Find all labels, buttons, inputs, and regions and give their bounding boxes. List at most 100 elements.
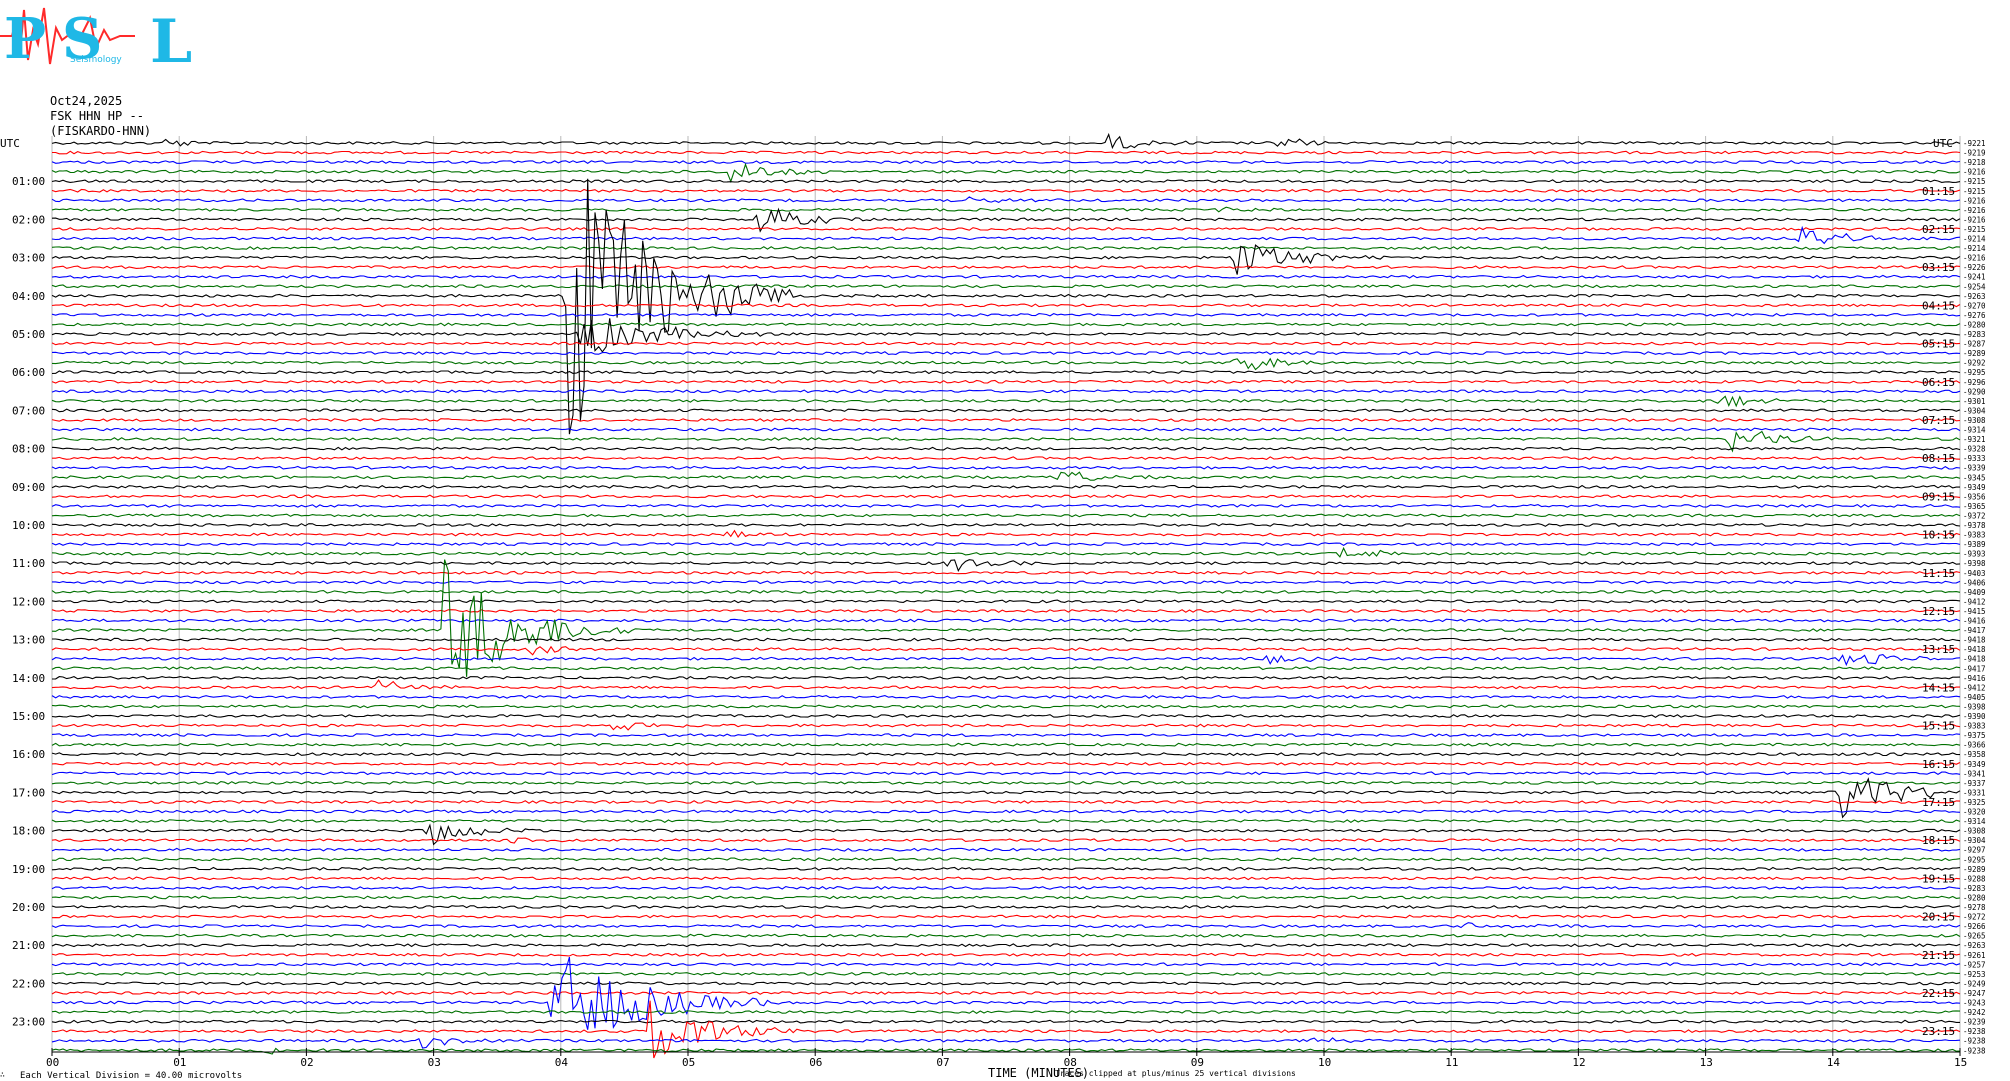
trace-line-7 xyxy=(51,206,1961,213)
trace-line-30 xyxy=(51,427,1961,432)
right-hour-label: 02:15 xyxy=(1922,223,1955,236)
trace-line-67 xyxy=(51,780,1961,785)
offset-label: -9304 xyxy=(1963,406,1986,415)
clip-note: Traces clipped at plus/minus 25 vertical… xyxy=(1055,1069,1296,1078)
left-hour-label: 11:00 xyxy=(12,557,45,570)
offset-label: -9333 xyxy=(1963,454,1986,463)
right-hour-label: 09:15 xyxy=(1922,490,1955,503)
offset-label: -9349 xyxy=(1963,483,1986,492)
trace-line-89 xyxy=(51,991,1961,995)
trace-line-41 xyxy=(51,529,1961,539)
trace-line-21 xyxy=(51,341,1961,346)
offset-label: -9314 xyxy=(1963,426,1986,435)
x-tick-label: 05 xyxy=(682,1056,695,1069)
offset-label: -9296 xyxy=(1963,378,1986,387)
offset-label: -9276 xyxy=(1963,311,1986,320)
trace-line-63 xyxy=(51,742,1961,747)
offset-label: -9218 xyxy=(1963,158,1986,167)
trace-line-69 xyxy=(51,800,1961,804)
trace-line-52 xyxy=(52,637,1961,642)
trace-line-90 xyxy=(51,956,1961,1030)
trace-line-71 xyxy=(51,819,1961,823)
x-tick-label: 15 xyxy=(1954,1056,1967,1069)
trace-line-87 xyxy=(51,971,1960,976)
trace-line-70 xyxy=(51,809,1961,814)
offset-label: -9272 xyxy=(1963,913,1986,922)
trace-line-31 xyxy=(51,430,1961,453)
offset-label: -9254 xyxy=(1963,282,1986,291)
trace-line-68 xyxy=(51,777,1961,819)
x-tick-label: 11 xyxy=(1445,1056,1458,1069)
trace-line-14 xyxy=(51,274,1961,279)
trace-line-15 xyxy=(51,284,1961,289)
trace-line-86 xyxy=(51,962,1961,967)
scale-note: Each Vertical Division = 40.00 microvolt… xyxy=(20,1071,243,1081)
trace-line-53 xyxy=(51,645,1961,656)
right-hour-label: 19:15 xyxy=(1922,872,1955,885)
offset-label: -9216 xyxy=(1963,206,1986,215)
trace-line-11 xyxy=(51,246,1961,250)
right-hour-label: 21:15 xyxy=(1922,949,1955,962)
logo-letters: P xyxy=(4,6,52,72)
station-name: (FISKARDO-HNN) xyxy=(50,124,152,138)
right-axis-title: UTC xyxy=(1933,137,1953,150)
offset-label: -9320 xyxy=(1963,808,1986,817)
left-hour-label: 09:00 xyxy=(12,481,45,494)
offset-label: -9383 xyxy=(1963,531,1986,540)
trace-line-26 xyxy=(51,389,1961,394)
trace-line-4 xyxy=(51,179,1961,184)
trace-line-93 xyxy=(51,1000,1961,1059)
trace-line-20 xyxy=(51,318,1961,353)
trace-line-51 xyxy=(51,559,1961,677)
trace-line-22 xyxy=(51,351,1961,356)
left-hour-label: 23:00 xyxy=(12,1016,45,1029)
offset-label: -9378 xyxy=(1963,521,1986,530)
offset-label: -9417 xyxy=(1963,664,1986,673)
right-hour-label: 18:15 xyxy=(1922,834,1955,847)
trace-line-60 xyxy=(51,714,1961,718)
left-hour-label: 07:00 xyxy=(12,404,45,417)
trace-line-44 xyxy=(51,559,1961,572)
offset-label: -9412 xyxy=(1963,597,1986,606)
left-hour-label: 18:00 xyxy=(12,825,45,838)
offset-label: -9375 xyxy=(1963,731,1986,740)
left-hour-label: 04:00 xyxy=(12,290,45,303)
offset-label: -9358 xyxy=(1963,750,1986,759)
trace-line-65 xyxy=(51,761,1961,766)
trace-line-56 xyxy=(51,675,1961,680)
right-hour-label: 20:15 xyxy=(1922,911,1955,924)
offset-label: -9216 xyxy=(1963,215,1986,224)
trace-line-84 xyxy=(51,943,1961,948)
offset-label: -9406 xyxy=(1963,578,1986,587)
offset-label: -9345 xyxy=(1963,473,1986,482)
trace-line-23 xyxy=(51,357,1961,371)
offset-label: -9216 xyxy=(1963,196,1986,205)
trace-line-81 xyxy=(51,914,1961,919)
offset-label: -9308 xyxy=(1963,827,1986,836)
left-hour-label: 20:00 xyxy=(12,901,45,914)
offset-label: -9239 xyxy=(1963,1018,1986,1027)
offset-label: -9398 xyxy=(1963,702,1986,711)
trace-line-33 xyxy=(52,456,1961,461)
offset-label: -9214 xyxy=(1963,235,1986,244)
right-hour-label: 22:15 xyxy=(1922,987,1955,1000)
left-hour-label: 22:00 xyxy=(12,977,45,990)
trace-line-17 xyxy=(51,303,1961,308)
corner-mark: ∴ xyxy=(0,1070,5,1079)
offset-label: -9280 xyxy=(1963,893,1986,902)
offset-label: -9321 xyxy=(1963,435,1986,444)
trace-line-72 xyxy=(51,823,1961,846)
trace-line-39 xyxy=(51,513,1961,518)
right-hour-label: 08:15 xyxy=(1922,452,1955,465)
trace-line-66 xyxy=(51,771,1961,776)
trace-line-80 xyxy=(51,905,1961,909)
offset-label: -9403 xyxy=(1963,569,1986,578)
offset-label: -9289 xyxy=(1963,349,1986,358)
offset-label: -9249 xyxy=(1963,979,1986,988)
offset-label: -9301 xyxy=(1963,397,1986,406)
offset-label: -9243 xyxy=(1963,999,1986,1008)
right-hour-label: 04:15 xyxy=(1922,299,1955,312)
offset-label: -9261 xyxy=(1963,951,1986,960)
right-hour-label: 15:15 xyxy=(1922,720,1955,733)
offset-label: -9365 xyxy=(1963,502,1986,511)
